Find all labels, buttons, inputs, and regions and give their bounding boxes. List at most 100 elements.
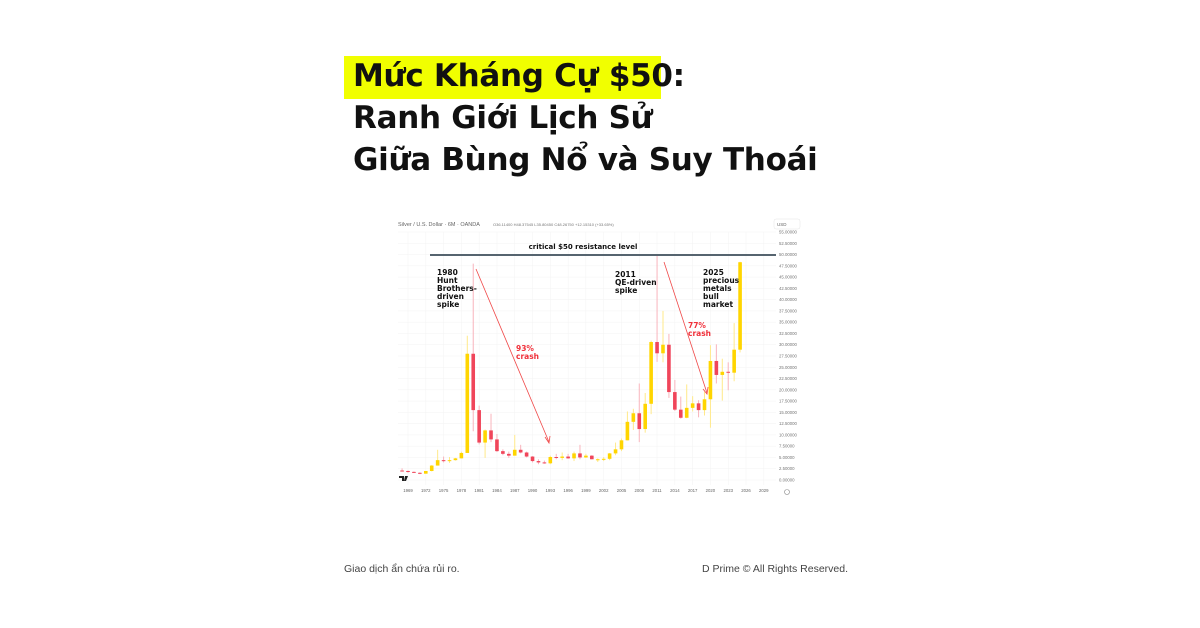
x-tick-label: 2011 — [652, 488, 662, 493]
annotation-text: 1980 — [437, 268, 458, 277]
candle-body — [714, 360, 719, 375]
candle-body — [548, 457, 553, 464]
crash-arrow-2011 — [663, 261, 708, 394]
candle-body — [412, 471, 416, 473]
x-tick-label: 2005 — [617, 488, 627, 493]
candle-body — [400, 470, 404, 472]
annotation-text: QE-driven — [615, 278, 657, 287]
footer-copyright: D Prime © All Rights Reserved. — [701, 563, 848, 575]
annotation-text: driven — [437, 292, 464, 301]
y-tick-label: 5.00000 — [779, 455, 795, 460]
x-tick-label: 1984 — [492, 488, 502, 493]
y-tick-label: 37.50000 — [779, 308, 798, 313]
y-tick-label: 10.00000 — [779, 432, 798, 437]
candle-body — [673, 392, 677, 410]
candle-body — [708, 360, 713, 400]
candle-body — [590, 455, 594, 460]
candle-body — [732, 349, 736, 373]
y-tick-label: 40.00000 — [779, 297, 798, 302]
candle-body — [554, 457, 559, 459]
annotation-text: Brothers- — [437, 284, 477, 293]
y-tick-label: 45.00000 — [779, 275, 798, 280]
tradingview-logo — [399, 476, 408, 481]
x-tick-label: 2014 — [670, 488, 680, 493]
candle-body — [435, 460, 440, 466]
candle-body — [726, 371, 731, 373]
candle-body — [613, 449, 618, 454]
y-tick-label: 0.00000 — [779, 478, 795, 483]
crash-arrow-1980 — [475, 268, 550, 443]
candle-body — [631, 413, 636, 422]
candle-body — [406, 470, 410, 472]
candle-body — [518, 449, 523, 453]
y-tick-label: 12.50000 — [779, 421, 798, 426]
candle-body — [572, 453, 576, 459]
candle-body — [542, 462, 547, 464]
annotation-text: spike — [437, 300, 459, 309]
candle-body — [578, 453, 582, 458]
candle-body — [696, 403, 701, 411]
candle-body — [637, 413, 642, 430]
x-tick-label: 2002 — [599, 488, 609, 493]
annotation-text: 2011 — [615, 270, 636, 279]
x-tick-label: 1993 — [546, 488, 556, 493]
y-tick-label: 15.00000 — [779, 410, 798, 415]
candle-body — [447, 460, 452, 462]
candle-body — [595, 459, 600, 461]
candle-body — [465, 353, 470, 453]
x-tick-label: 2029 — [759, 488, 769, 493]
annotation-text: crash — [688, 329, 711, 338]
annotation-text: precious — [703, 276, 740, 285]
title-line-3: Giữa Bùng Nổ và Suy Thoái — [353, 142, 818, 178]
candle-body — [495, 439, 499, 452]
candle-body — [738, 262, 742, 350]
candle-body — [507, 453, 511, 456]
candle-body — [678, 409, 683, 418]
candle-body — [441, 460, 446, 462]
candle-body — [655, 342, 659, 354]
x-tick-label: 1978 — [457, 488, 467, 493]
annotation-text: spike — [615, 286, 637, 295]
y-tick-label: 22.50000 — [779, 376, 798, 381]
settings-icon[interactable] — [784, 489, 790, 495]
y-tick-label: 2.50000 — [779, 466, 795, 471]
y-tick-label: 20.00000 — [779, 387, 798, 392]
y-tick-label: 7.50000 — [779, 444, 795, 449]
y-tick-label: 17.50000 — [779, 399, 798, 404]
annotation-text: 2025 — [703, 268, 724, 277]
candle-body — [453, 458, 458, 461]
symbol-header: Silver / U.S. Dollar · 6M · OANDA — [398, 222, 480, 228]
title-line-1: Mức Kháng Cự $50: — [353, 58, 685, 94]
y-tick-label: 35.00000 — [779, 320, 798, 325]
x-tick-label: 1999 — [581, 488, 591, 493]
y-tick-label: 50.00000 — [779, 252, 798, 257]
candle-body — [661, 344, 665, 354]
y-tick-label: 32.50000 — [779, 331, 798, 336]
candle-body — [489, 430, 493, 440]
candle-body — [649, 342, 653, 404]
candle-body — [429, 465, 434, 471]
y-tick-label: 55.00000 — [779, 230, 798, 235]
candle-body — [560, 456, 564, 458]
footer-disclaimer: Giao dịch ẩn chứa rủi ro. — [344, 563, 460, 575]
currency-label: USD — [777, 222, 787, 227]
candle-body — [524, 452, 529, 457]
candle-body — [684, 407, 689, 418]
arrow-head-icon — [544, 435, 551, 445]
title-highlight — [344, 56, 661, 99]
candle-body — [459, 452, 464, 459]
x-tick-label: 1990 — [528, 488, 538, 493]
title-line-2: Ranh Giới Lịch Sử — [353, 100, 653, 136]
ohlc-header: O36.11400 H48.37545 L35.80450 C48.26750 … — [493, 222, 614, 227]
annotation-text: 93% — [516, 344, 534, 353]
annotation-text: metals — [703, 284, 732, 293]
candle-body — [607, 453, 612, 459]
x-tick-label: 1969 — [403, 488, 413, 493]
candle-body — [702, 399, 707, 411]
x-tick-label: 1987 — [510, 488, 520, 493]
y-tick-label: 25.00000 — [779, 365, 798, 370]
y-tick-label: 47.50000 — [779, 263, 798, 268]
x-tick-label: 1975 — [439, 488, 449, 493]
currency-selector[interactable] — [773, 218, 801, 230]
